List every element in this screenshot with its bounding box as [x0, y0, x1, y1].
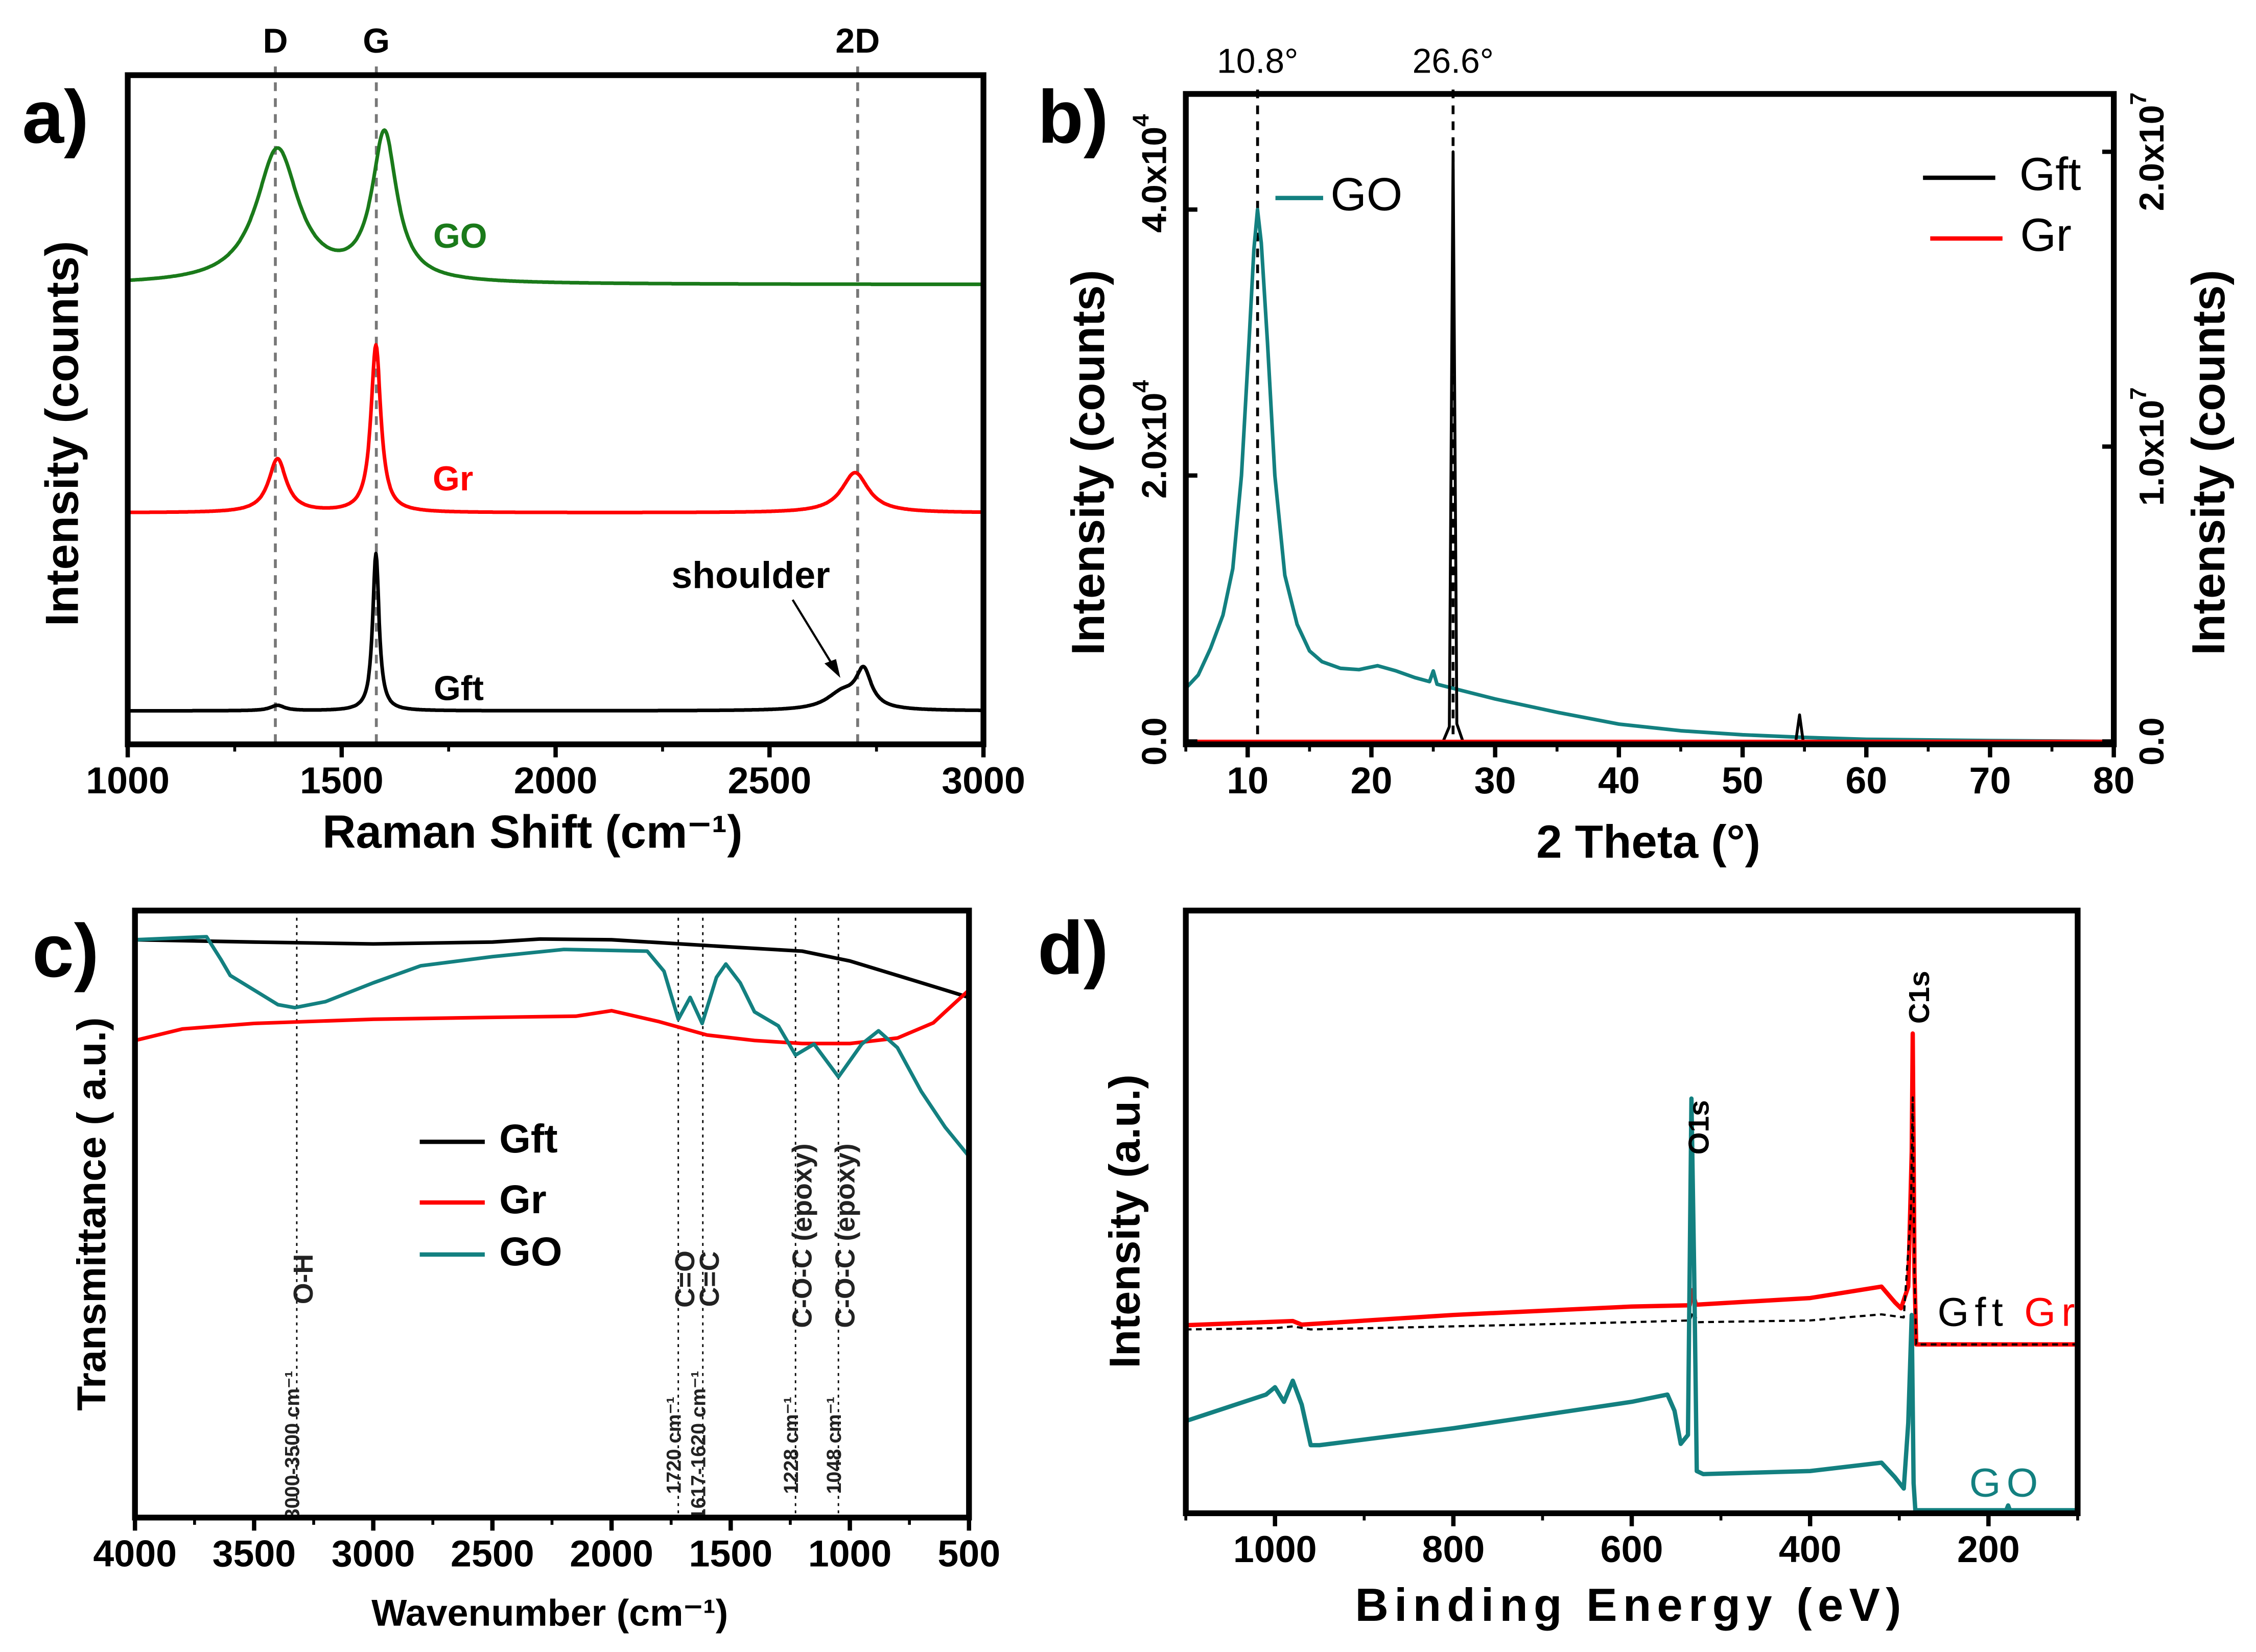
- x-tick-label: 2000: [570, 1532, 653, 1575]
- plot-frame: [1183, 91, 2117, 747]
- legend-label-gr: Gr: [2020, 209, 2072, 261]
- x-axis-label: Raman Shift (cm⁻¹): [322, 806, 742, 858]
- x-tick-label: 1500: [300, 759, 384, 801]
- superscript: 7: [2126, 387, 2151, 400]
- legend-label-gft: Gft: [499, 1116, 557, 1161]
- y-right-tick-label: 0.0: [2133, 717, 2171, 765]
- panel-a-raman: a) D G 2D GO Gr Gft shoulder 1000 1500 2000 2500 300…: [22, 22, 1025, 858]
- band-position-label: 1048 cm⁻¹: [823, 1397, 845, 1494]
- peak-marker-label: D: [263, 22, 288, 60]
- x-tick-label: 2500: [451, 1532, 534, 1575]
- series-line-gr: [127, 343, 984, 514]
- panel-label: d): [1038, 906, 1109, 990]
- band-group-label: C-O-C (epoxy): [830, 1143, 860, 1328]
- x-axis-label: Wavenumber (cm⁻¹): [371, 1592, 728, 1634]
- panel-c-ftir: c) O-H 3000-3500 cm⁻¹ C=O 1720 cm⁻¹ C=C 1617-1…: [32, 907, 1000, 1634]
- band-group-label: O-H: [288, 1254, 319, 1305]
- band-group-label: C=O: [670, 1250, 700, 1308]
- series-label-gft: Gft: [1937, 1289, 2009, 1335]
- y-left-tick-label: 0.0: [1136, 717, 1174, 765]
- superscript: 7: [2126, 92, 2151, 105]
- x-tick-label: 3000: [942, 759, 1025, 801]
- series-line-gft: [135, 937, 970, 999]
- panel-label: c): [32, 909, 99, 993]
- series-line-go: [135, 935, 971, 1158]
- x-tick-label: 2000: [514, 759, 598, 801]
- peak-label-o1s: O1s: [1683, 1100, 1715, 1154]
- peak-marker-label: 2D: [835, 22, 880, 60]
- x-tick-label: 80: [2093, 759, 2135, 801]
- series-line-go: [1184, 207, 2114, 744]
- x-tick-label: 1500: [689, 1532, 773, 1575]
- band-position-label: 3000-3500 cm⁻¹: [281, 1371, 304, 1520]
- legend-label-go: GO: [499, 1229, 562, 1274]
- x-tick-label: 1000: [1233, 1528, 1317, 1570]
- y-right-tick-label: 2.0x107: [2126, 92, 2171, 211]
- y-left-axis-label: Intensity (counts): [1063, 270, 1114, 655]
- x-tick-label: 4000: [93, 1532, 177, 1575]
- y-right-tick-label: 1.0x107: [2126, 387, 2171, 506]
- y-right-axis-label: Intensity (counts): [2183, 270, 2235, 655]
- panel-d-xps: d) O1s C1s Gft Gr GO 1000 800 600 400 200 Intensity…: [1038, 906, 2081, 1631]
- x-tick-label: 1000: [808, 1532, 892, 1575]
- series-line-gr: [133, 988, 971, 1518]
- legend-label-gr: Gr: [499, 1176, 546, 1222]
- panel-label: b): [1038, 75, 1109, 159]
- legend-label-gft: Gft: [2019, 149, 2081, 200]
- superscript: 4: [1129, 114, 1154, 127]
- x-tick-label: 2500: [727, 759, 811, 801]
- band-position-label: 1617-1620 cm⁻¹: [688, 1371, 710, 1520]
- series-line-gr: [1186, 1031, 2078, 1347]
- x-tick-label: 70: [1969, 759, 2011, 801]
- x-axis-label: 2 Theta (°): [1536, 816, 1760, 868]
- arrow-head-icon: [824, 659, 840, 678]
- y-axis-label: Transmittance ( a.u.): [68, 1018, 114, 1411]
- x-tick-label: 1000: [86, 759, 170, 801]
- x-tick-label: 200: [1957, 1528, 2020, 1570]
- x-tick-label: 60: [1845, 759, 1887, 801]
- series-line-gft: [1186, 150, 2114, 743]
- x-tick-label: 50: [1722, 759, 1764, 801]
- y-axis-label: Intensity (counts): [36, 241, 88, 626]
- peak-marker-label: 10.8°: [1217, 42, 1298, 80]
- legend-label-go: GO: [1330, 169, 1402, 221]
- peak-marker-label: G: [363, 22, 390, 60]
- x-tick-label: 40: [1598, 759, 1640, 801]
- shoulder-arrow: [791, 599, 837, 671]
- x-tick-label: 3500: [213, 1532, 296, 1575]
- y-left-tick-label: 2.0x104: [1129, 380, 1174, 499]
- series-line-gft: [127, 552, 984, 713]
- x-tick-label: 20: [1351, 759, 1393, 801]
- x-tick-label: 600: [1601, 1528, 1663, 1570]
- band-group-label: C=C: [694, 1252, 725, 1307]
- band-group-label: C-O-C (epoxy): [787, 1143, 817, 1328]
- x-tick-label: 30: [1474, 759, 1516, 801]
- x-tick-label: 400: [1779, 1528, 1842, 1570]
- x-tick-label: 500: [937, 1532, 1000, 1575]
- y-left-tick-label: 4.0x104: [1129, 114, 1174, 233]
- superscript: 4: [1129, 380, 1154, 393]
- series-label-gft: Gft: [434, 669, 484, 707]
- x-axis-label: Binding Energy (eV): [1355, 1579, 1907, 1631]
- y-axis-label: Intensity (a.u.): [1100, 1074, 1148, 1368]
- series-line-go: [127, 128, 984, 287]
- series-label-gr: Gr: [433, 460, 473, 498]
- panel-label: a): [22, 75, 89, 159]
- x-tick-label: 10: [1227, 759, 1268, 801]
- series-line-go: [1185, 1096, 2078, 1513]
- series-label-gr: Gr: [2024, 1289, 2081, 1335]
- x-tick-label: 800: [1422, 1528, 1485, 1570]
- series-label-go: GO: [433, 217, 487, 255]
- band-position-label: 1720 cm⁻¹: [663, 1397, 686, 1494]
- series-label-go: GO: [1969, 1460, 2044, 1505]
- peak-marker-label: 26.6°: [1413, 42, 1494, 80]
- x-tick-label: 3000: [332, 1532, 415, 1575]
- peak-label-c1s: C1s: [1903, 971, 1935, 1024]
- band-position-label: 1228 cm⁻¹: [780, 1397, 803, 1494]
- shoulder-annotation: shoulder: [671, 554, 830, 596]
